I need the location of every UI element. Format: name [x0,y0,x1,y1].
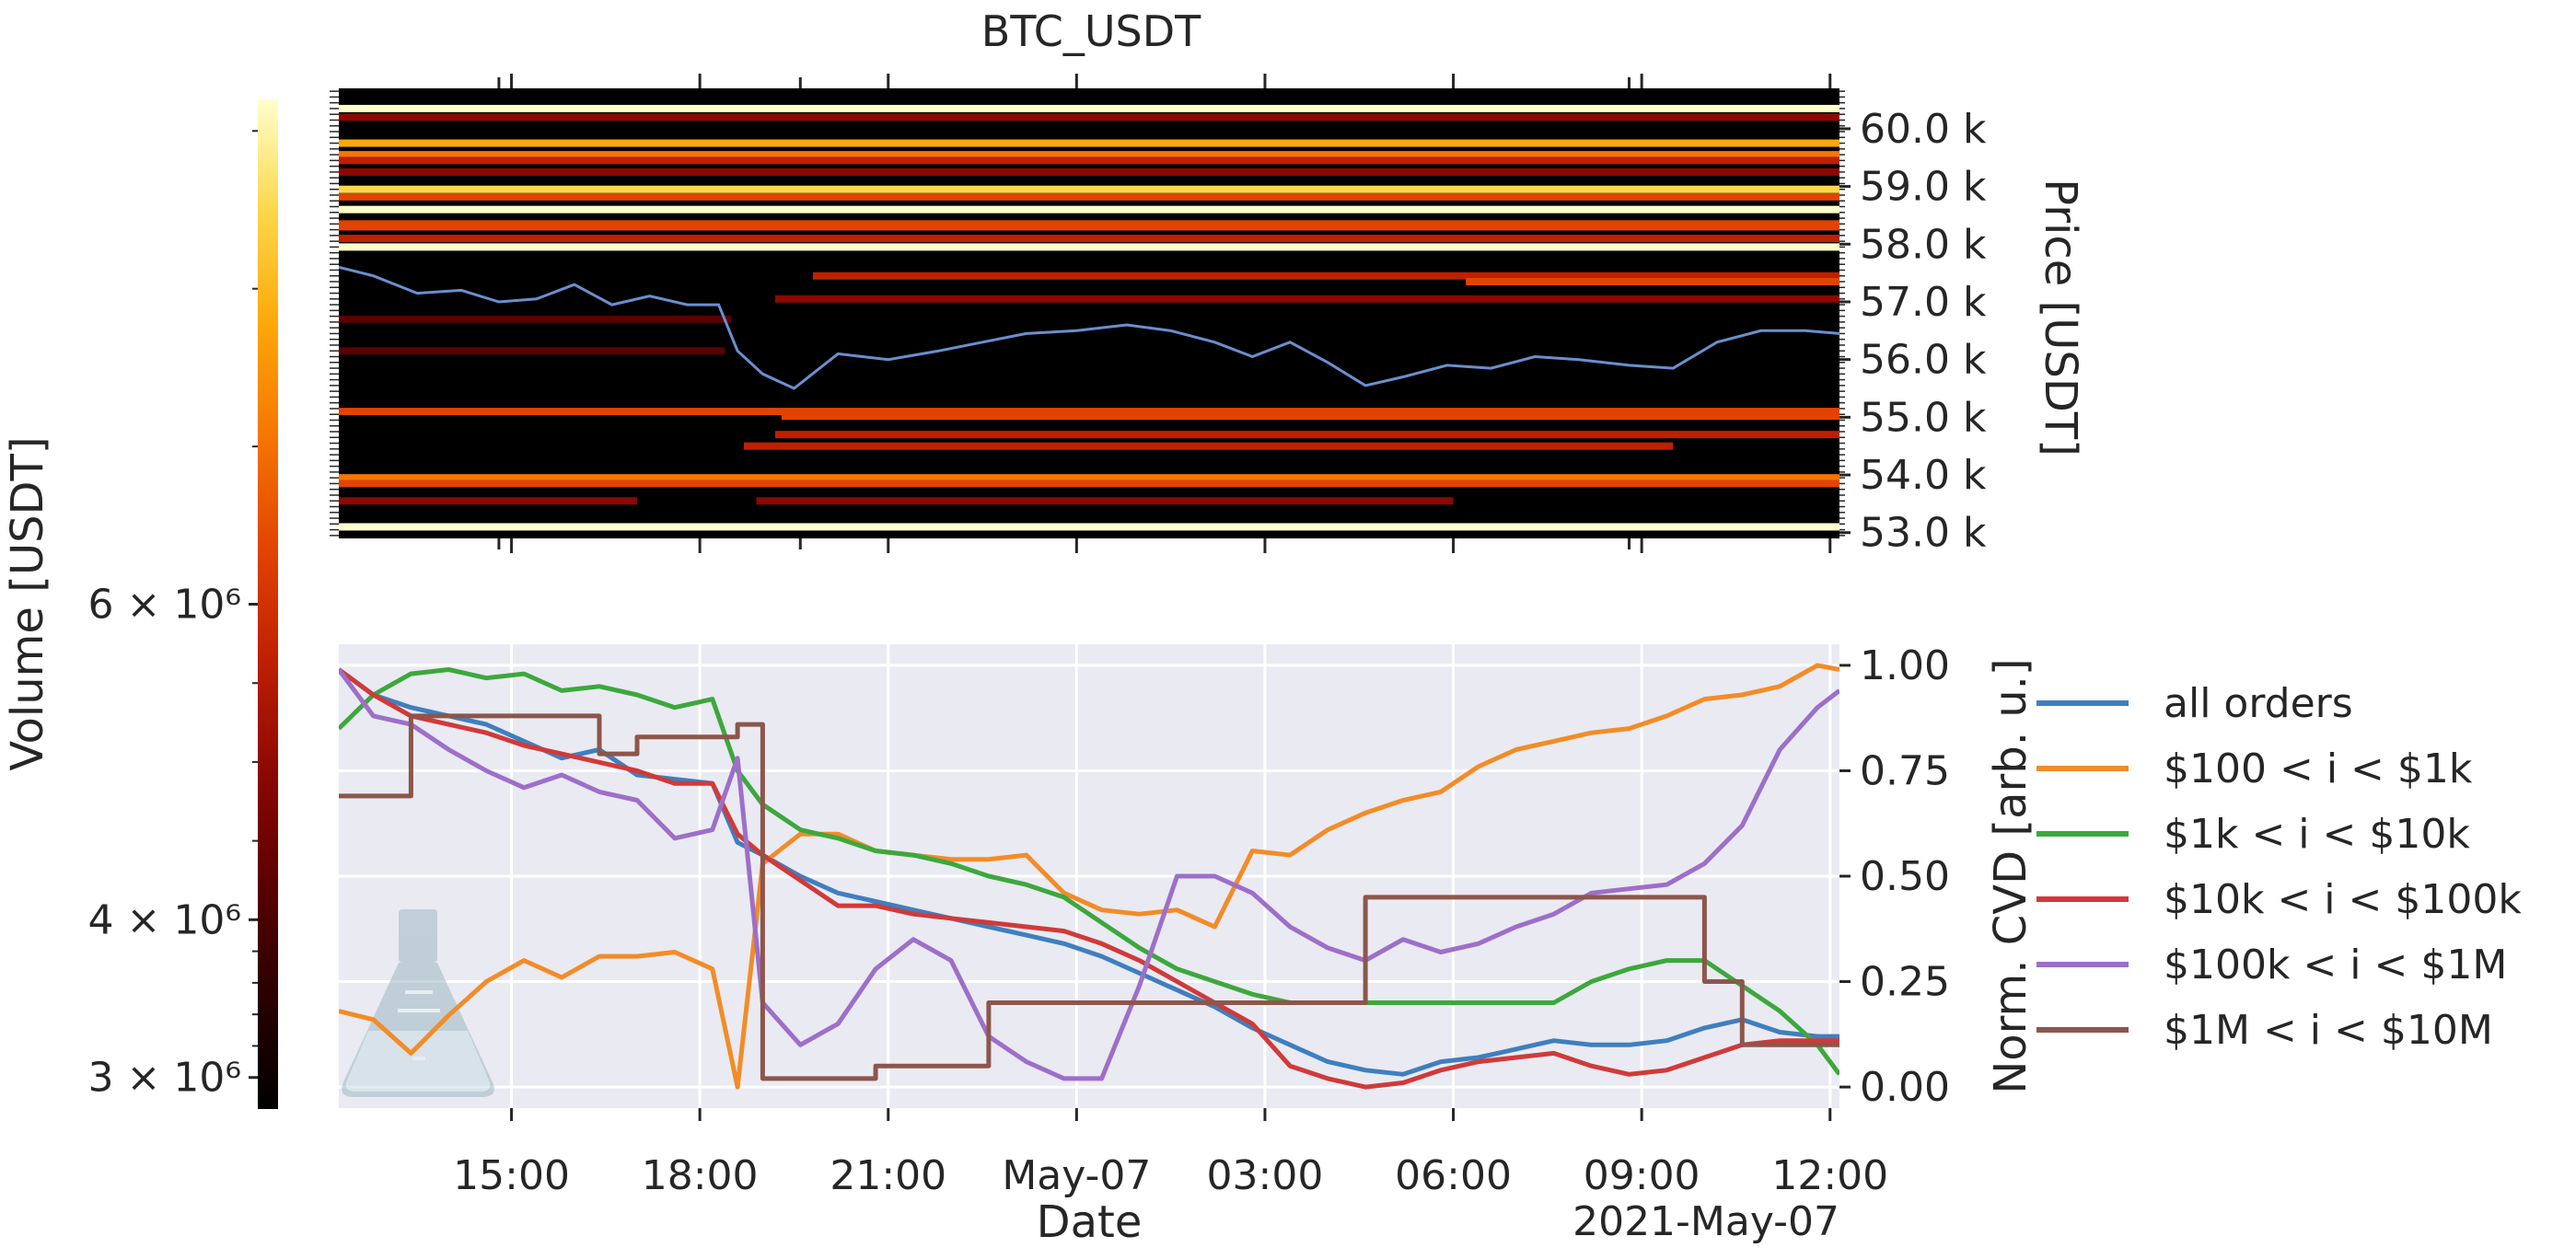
colorbar-label: Volume [USDT] [2,436,53,770]
time-tick-label: 21:00 [830,1152,946,1199]
legend: all orders $100 < i < $1k $1k < i < $10k $1… [2036,680,2522,1054]
heatmap-level-band [339,223,1839,231]
time-tick-label: 15:00 [453,1152,570,1199]
heatmap-level-band [743,442,1674,450]
price-axis-label: Price [USDT] [2035,179,2086,456]
cvd-series-line [339,663,1839,1090]
time-tick-label: May-07 [1002,1152,1151,1199]
cvd-series-line [339,667,1839,1076]
heatmap-level-band [339,523,1839,531]
legend-label: $1k < i < $10k [2164,811,2470,858]
cvd-series-line [339,713,1839,1081]
heatmap-level-band [339,243,1839,251]
time-tick-label: 09:00 [1584,1152,1700,1199]
cvd-grid [339,644,1839,1108]
heatmap-level-band [774,431,1839,439]
chart-title: BTC_USDT [981,6,1201,56]
cvd-lines [339,663,1839,1090]
price-line [339,265,1839,390]
colorbar-bar [258,99,278,1109]
heatmap-level-band [339,104,1839,112]
heatmap-level-band [339,185,1839,193]
price-tick-label: 60.0 k [1860,106,1987,153]
heatmap-level-band [339,156,1839,165]
price-tick-label: 56.0 k [1860,337,1987,384]
cvd-tick-label: 0.00 [1860,1064,1950,1111]
heatmap-level-band [339,205,1839,214]
heatmap-level-band [339,315,732,323]
cvd-series-line [339,667,1839,1090]
cvd-tick-label: 1.00 [1860,642,1950,689]
heatmap-level-band [339,139,1839,147]
time-tick-label: 18:00 [642,1152,759,1199]
heatmap-panel: 53.0 k 54.0 k 55.0 k 56.0 k 57.0 k 58.0 k 59.0… [330,74,2086,557]
legend-label: all orders [2164,680,2353,727]
colorbar-tick-label: 3 × 10⁶ [88,1055,241,1102]
price-tick-label: 53.0 k [1860,510,1987,557]
legend-label: $100 < i < $1k [2164,745,2473,792]
heatmap-level-band [339,497,637,505]
cvd-tick-label: 0.25 [1860,959,1950,1006]
legend-label: $10k < i < $100k [2164,876,2522,923]
heatmap-level-band [756,497,1454,505]
heatmap-level-band [812,272,1839,280]
colorbar: 3 × 10⁶ 4 × 10⁶ 6 × 10⁶ Volume [USDT] [2,99,278,1109]
cvd-ticks: 0.00 0.25 0.50 0.75 1.00 15:00 18:00 21:00 May-0… [453,642,1950,1199]
colorbar-tick-label: 6 × 10⁶ [88,582,241,629]
x-offset-label: 2021-May-07 [1572,1198,1839,1245]
time-tick-label: 03:00 [1207,1152,1324,1199]
price-tick-label: 58.0 k [1860,221,1987,268]
cvd-tick-label: 0.75 [1860,747,1950,794]
price-tick-label: 57.0 k [1860,279,1987,326]
heatmap-levels [339,104,1839,531]
heatmap-level-band [339,235,1839,242]
heatmap-level-band [1466,278,1839,286]
cvd-tick-label: 0.50 [1860,853,1950,900]
cvd-series-line [339,667,1839,1077]
heatmap-level-band [339,347,725,355]
heatmap-level-band [339,168,1839,176]
heatmap-level-band [339,151,1839,159]
time-tick-label: 12:00 [1771,1152,1888,1199]
heatmap-level-band [774,295,1839,303]
colorbar-tick-label: 4 × 10⁶ [88,896,241,943]
heatmap-level-band [339,408,1839,416]
price-tick-label: 59.0 k [1860,164,1987,211]
cvd-series-line [339,668,1839,1081]
colorbar-ticks: 3 × 10⁶ 4 × 10⁶ 6 × 10⁶ [88,130,258,1102]
flask-watermark-icon [342,909,494,1097]
heatmap-level-band [339,480,1839,488]
heatmap-level-band [339,474,1839,482]
time-tick-label: 06:00 [1395,1152,1512,1199]
cvd-panel: 0.00 0.25 0.50 0.75 1.00 15:00 18:00 21:00 May-0… [339,642,2036,1199]
cvd-axis-label: Norm. CVD [arb. u.] [1985,658,2036,1093]
heatmap-level-band [339,192,1839,201]
heatmap-level-band [781,412,1839,421]
legend-label: $100k < i < $1M [2164,942,2507,988]
x-axis-label: Date [1037,1196,1143,1248]
price-tick-label: 55.0 k [1860,394,1987,441]
heatmap-level-band [339,113,1839,121]
legend-label: $1M < i < $10M [2164,1007,2493,1054]
price-tick-label: 54.0 k [1860,452,1987,499]
heatmap-ticks: 53.0 k 54.0 k 55.0 k 56.0 k 57.0 k 58.0 k 59.0… [330,74,1987,557]
